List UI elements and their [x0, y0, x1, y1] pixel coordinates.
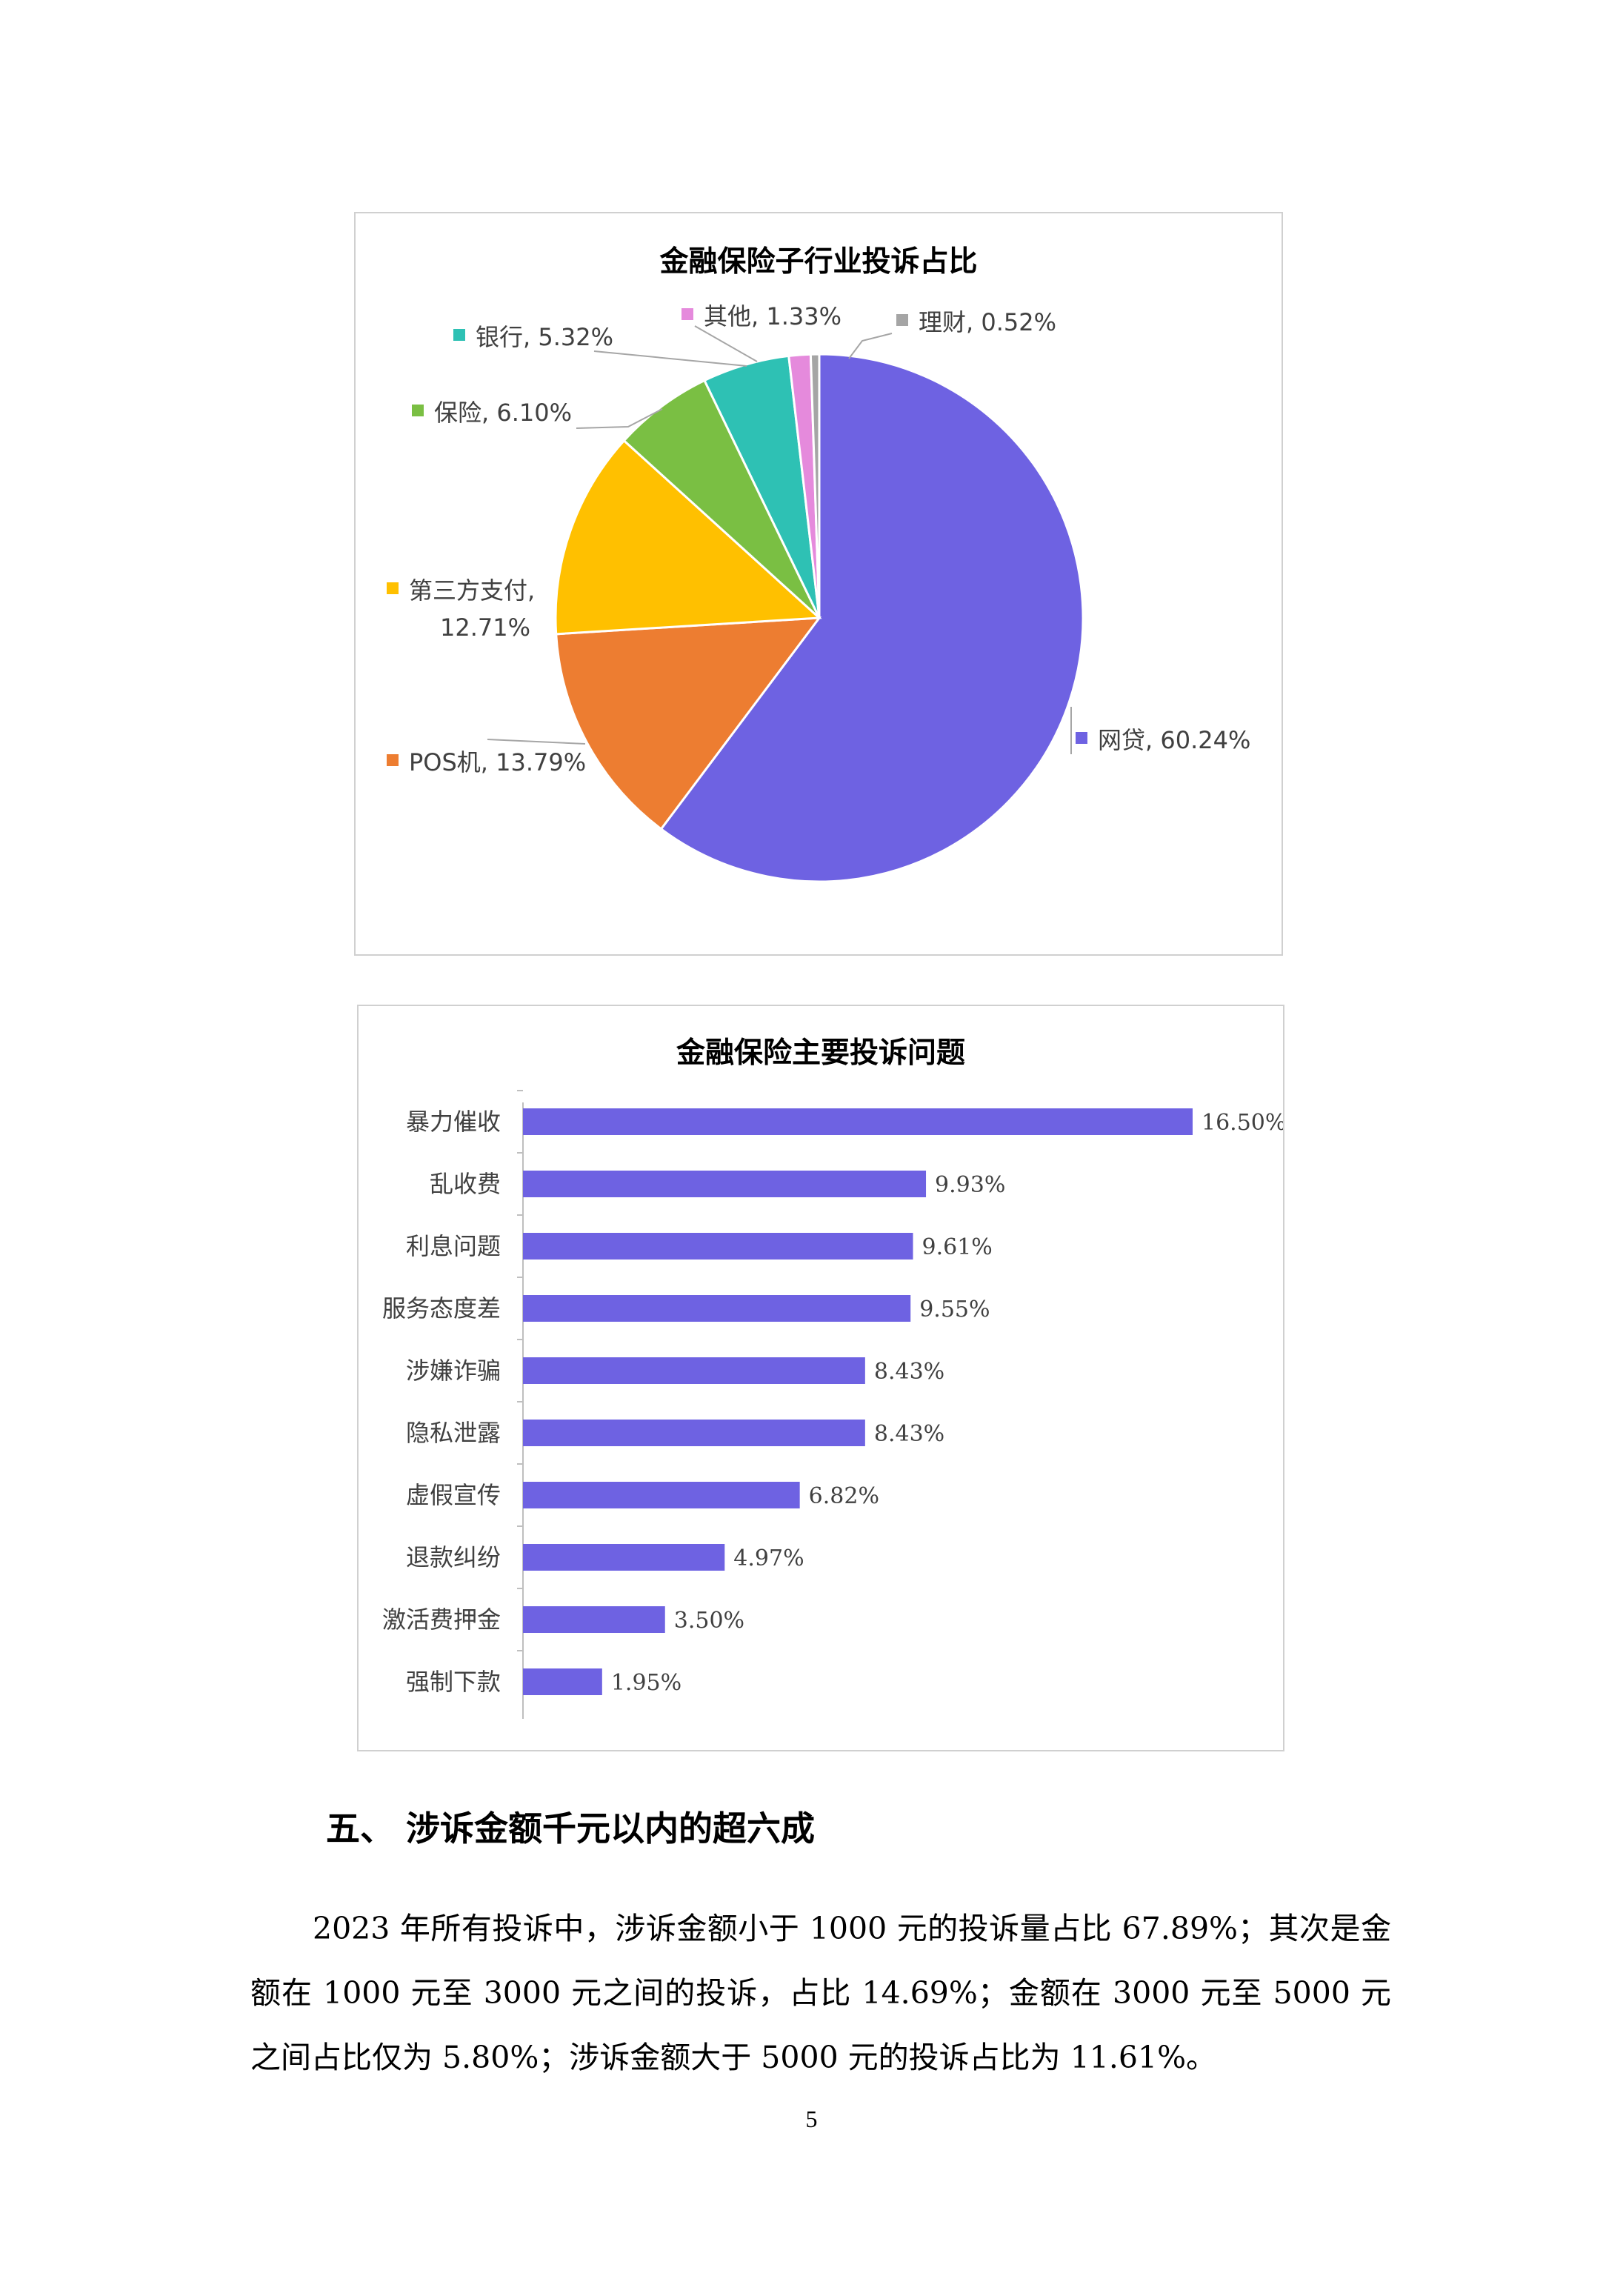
category-label: 激活费押金	[382, 1605, 501, 1634]
category-label: 强制下款	[406, 1668, 501, 1696]
value-label: 4.97%	[733, 1545, 804, 1571]
pie-slice-4	[622, 379, 821, 619]
pie-data-label: 其他, 1.33%	[704, 302, 842, 330]
pie-slice-7	[809, 353, 821, 619]
value-label: 6.82%	[809, 1483, 879, 1509]
page-number: 5	[805, 2106, 818, 2132]
category-label: 服务态度差	[382, 1294, 501, 1322]
pie-data-label: 第三方支付,	[409, 576, 535, 605]
legend-marker	[896, 314, 908, 326]
value-label: 9.93%	[935, 1172, 1005, 1198]
bar-3	[523, 1233, 913, 1260]
value-label: 3.50%	[674, 1608, 744, 1634]
pie-data-label: 理财, 0.52%	[919, 308, 1056, 336]
section-heading: 五、 涉诉金额千元以内的超六成	[326, 1808, 816, 1849]
category-label: 利息问题	[406, 1232, 501, 1260]
body-paragraph: 2023 年所有投诉中，涉诉金额小于 1000 元的投诉量占比 67.89%；其…	[250, 1911, 1391, 2075]
bar-chart-panel: 金融保险主要投诉问题 暴力催收 16.50% 乱收费 9.93% 利息问题 9.61% 服务…	[357, 1005, 1284, 1751]
value-label: 8.43%	[874, 1359, 944, 1385]
pie-data-label: 保险, 6.10%	[434, 399, 572, 427]
value-label: 9.55%	[919, 1297, 990, 1322]
pie-leader-line	[576, 408, 663, 429]
legend-marker	[681, 308, 693, 320]
pie-data-label: 网贷, 60.24%	[1098, 726, 1250, 754]
value-label: 1.95%	[611, 1670, 681, 1696]
pie-leader-line	[487, 739, 586, 745]
pie-slice-1	[659, 353, 1084, 883]
pie-slice-2	[555, 616, 822, 831]
pie-chart-panel: 金融保险子行业投诉占比 网贷, 60.24% POS机, 13.79% 第三方支付,…	[354, 212, 1283, 956]
pie-data-label-line2: 12.71%	[440, 613, 530, 642]
legend-marker	[387, 754, 399, 766]
bar-9	[523, 1606, 665, 1633]
bar-4	[523, 1295, 911, 1322]
pie-slice-3	[554, 439, 822, 636]
category-label: 退款纠纷	[406, 1543, 501, 1571]
bar-8	[523, 1544, 725, 1571]
pie-leader-line	[694, 325, 758, 362]
value-label: 9.61%	[922, 1234, 993, 1260]
legend-marker	[1076, 732, 1087, 744]
pie-data-label: 银行, 5.32%	[476, 323, 613, 351]
value-label: 8.43%	[874, 1421, 944, 1447]
legend-marker	[412, 405, 424, 416]
bar-5	[523, 1357, 865, 1384]
pie-chart-svg: 网贷, 60.24% POS机, 13.79% 第三方支付, 12.71% 保险, 6.…	[387, 302, 1250, 883]
bar-chart-svg: 暴力催收 16.50% 乱收费 9.93% 利息问题 9.61% 服务态度差 9.55% 涉嫌诈…	[382, 1090, 1283, 1719]
pie-leader-line	[848, 333, 893, 359]
legend-marker	[387, 582, 399, 594]
value-label: 16.50%	[1202, 1110, 1283, 1136]
pie-leader-line	[593, 350, 747, 367]
category-label: 涉嫌诈骗	[406, 1357, 501, 1385]
category-label: 隐私泄露	[406, 1419, 501, 1447]
bar-7	[523, 1482, 800, 1508]
legend-marker	[453, 329, 465, 341]
bar-1	[523, 1108, 1193, 1135]
bar-10	[523, 1668, 602, 1695]
pie-chart-title: 金融保险子行业投诉占比	[659, 245, 978, 279]
category-label: 暴力催收	[406, 1108, 501, 1136]
bar-6	[523, 1420, 865, 1446]
bar-chart-title: 金融保险主要投诉问题	[676, 1036, 965, 1070]
category-label: 乱收费	[430, 1170, 501, 1198]
category-label: 虚假宣传	[406, 1481, 501, 1509]
bar-2	[523, 1171, 927, 1197]
pie-data-label: POS机, 13.79%	[409, 748, 586, 776]
